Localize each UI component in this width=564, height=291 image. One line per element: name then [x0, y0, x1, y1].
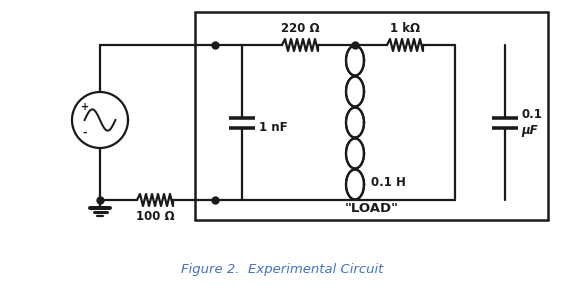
Text: Figure 2.  Experimental Circuit: Figure 2. Experimental Circuit: [181, 263, 383, 276]
Text: 1 nF: 1 nF: [259, 121, 288, 134]
Text: 220 Ω: 220 Ω: [281, 22, 319, 35]
Text: 0.1: 0.1: [521, 108, 542, 121]
Polygon shape: [346, 107, 364, 137]
Polygon shape: [346, 169, 364, 200]
Text: 0.1 H: 0.1 H: [371, 175, 406, 189]
Text: -: -: [82, 127, 87, 138]
Text: +: +: [81, 102, 89, 112]
Text: 100 Ω: 100 Ω: [136, 210, 174, 223]
Polygon shape: [346, 77, 364, 107]
Bar: [195, 12, 548, 220]
Text: "LOAD": "LOAD": [345, 203, 399, 216]
Polygon shape: [346, 45, 364, 75]
Polygon shape: [346, 139, 364, 168]
Text: μF: μF: [521, 124, 537, 137]
Text: 1 kΩ: 1 kΩ: [390, 22, 420, 35]
